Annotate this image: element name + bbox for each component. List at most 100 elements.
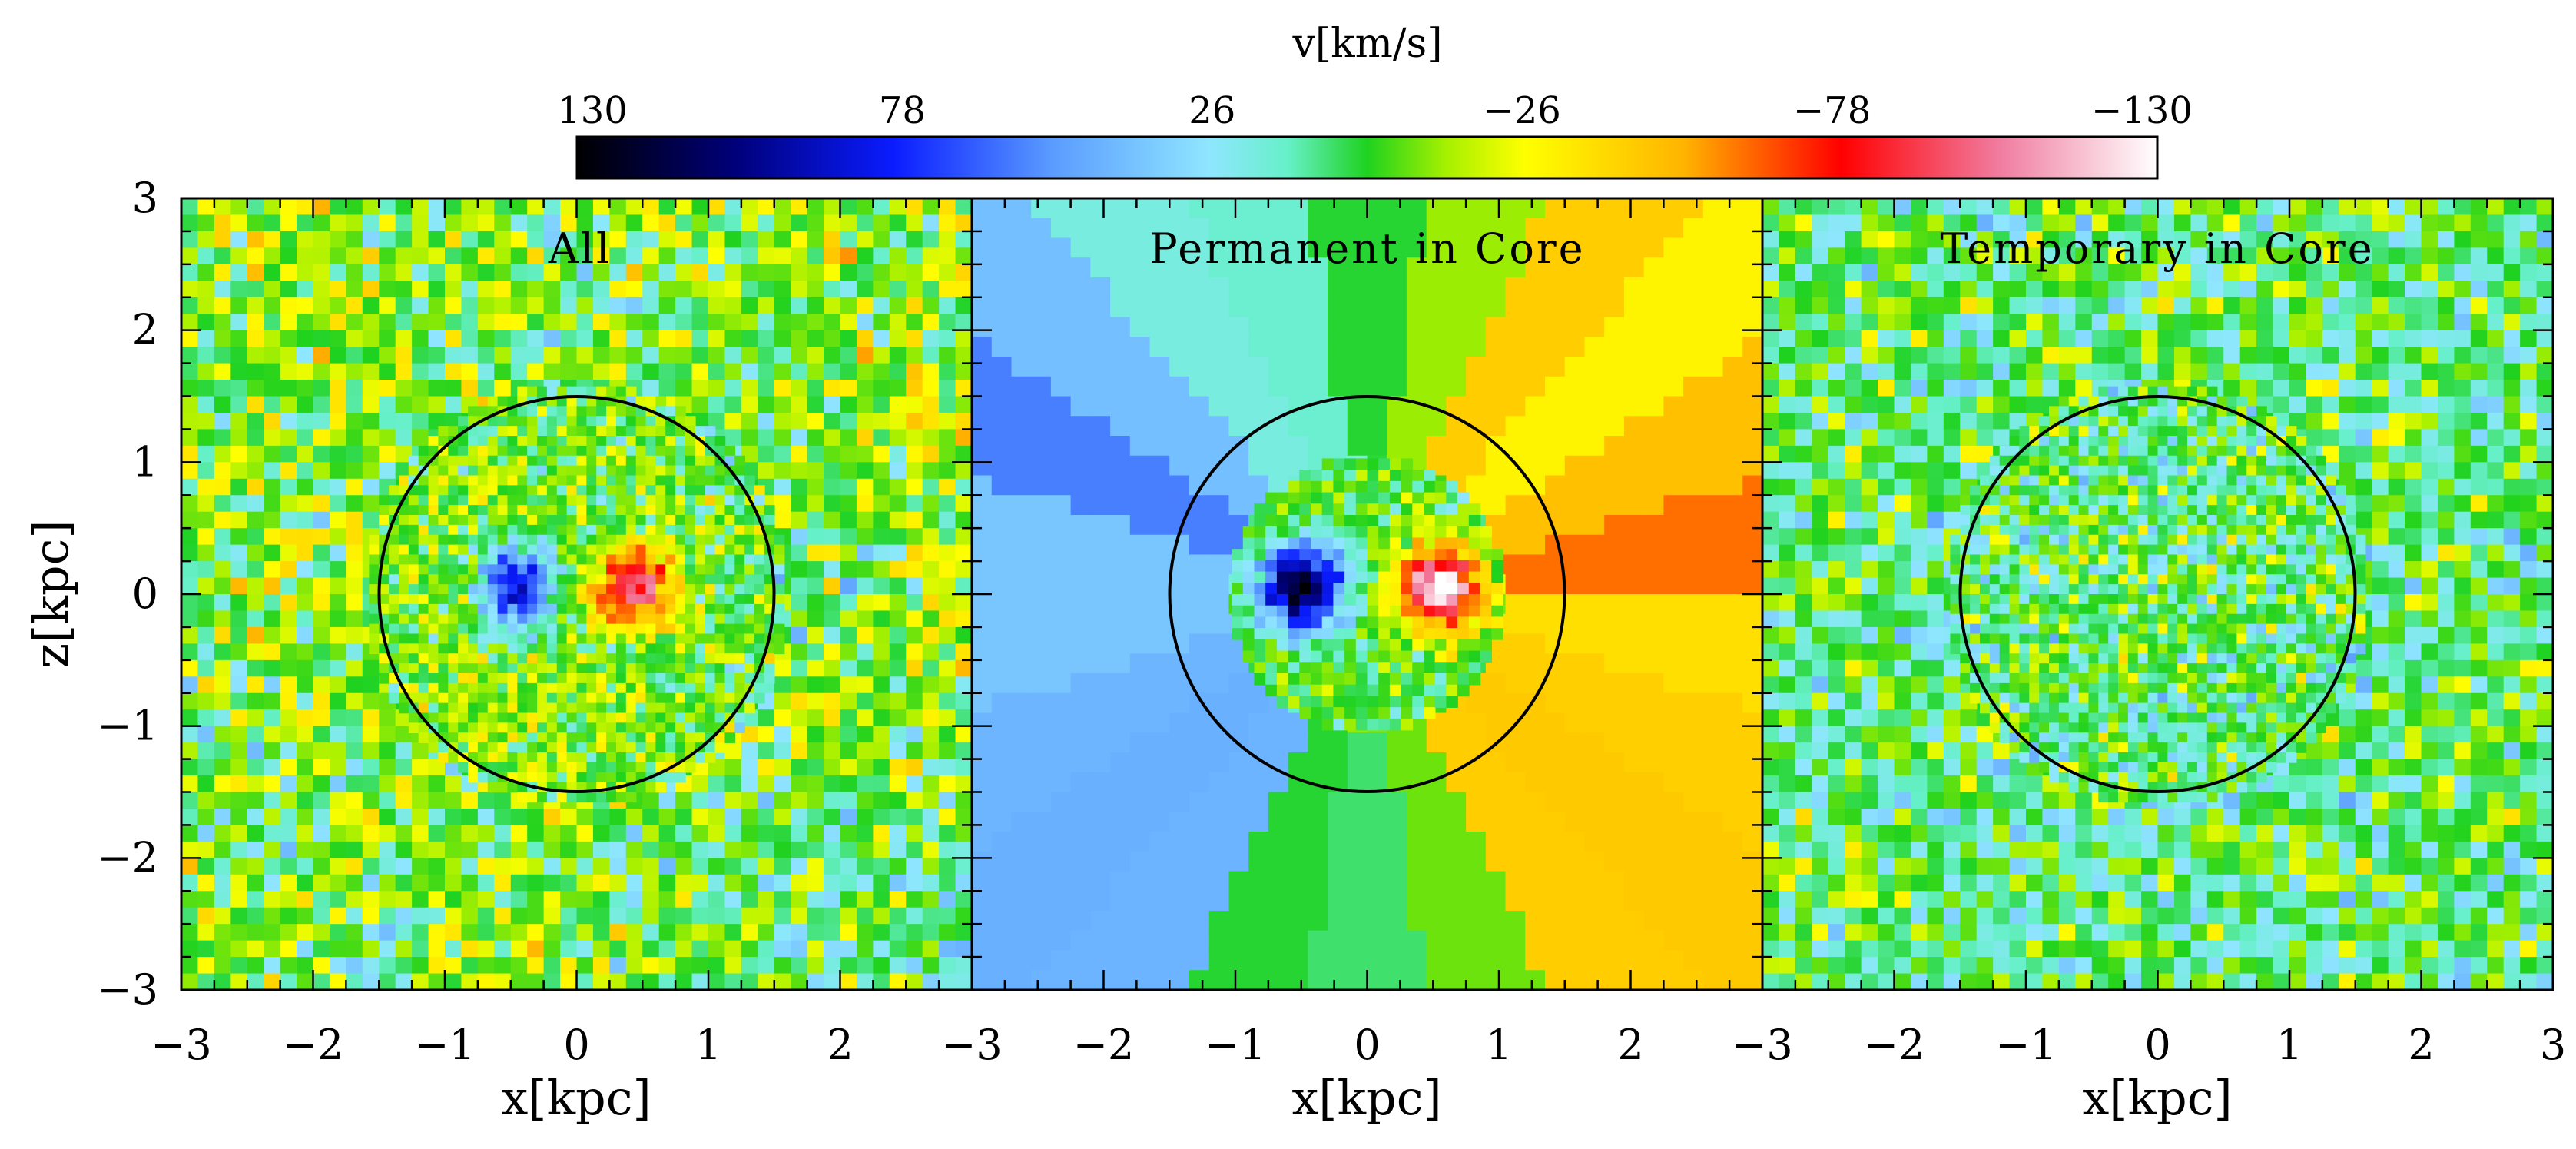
heatmap-cell bbox=[1722, 911, 1744, 931]
heatmap-cell bbox=[1328, 950, 1348, 971]
heatmap-cell bbox=[1623, 554, 1645, 576]
heatmap-cell bbox=[389, 584, 399, 595]
heatmap-cell bbox=[906, 973, 923, 990]
heatmap-cell bbox=[576, 330, 594, 347]
heatmap-cell bbox=[724, 692, 736, 704]
heatmap-cell bbox=[1545, 911, 1566, 931]
heatmap-cell bbox=[1702, 653, 1724, 674]
heatmap-cell bbox=[379, 653, 390, 664]
heatmap-cell bbox=[675, 264, 693, 282]
heatmap-cell bbox=[181, 957, 199, 975]
heatmap-cell bbox=[329, 478, 347, 496]
heatmap-cell bbox=[675, 594, 686, 605]
heatmap-cell bbox=[774, 396, 791, 413]
heatmap-cell bbox=[1288, 492, 1301, 505]
heatmap-cell bbox=[214, 692, 232, 711]
heatmap-cell bbox=[714, 643, 726, 655]
heatmap-cell bbox=[1149, 871, 1171, 892]
heatmap-cell bbox=[576, 808, 594, 826]
heatmap-cell bbox=[362, 462, 380, 480]
heatmap-cell bbox=[1208, 812, 1230, 832]
heatmap-cell bbox=[181, 528, 199, 546]
heatmap-cell bbox=[1050, 357, 1072, 377]
heatmap-cell bbox=[791, 577, 808, 595]
heatmap-cell bbox=[625, 485, 637, 496]
heatmap-cell bbox=[556, 505, 568, 516]
heatmap-cell bbox=[774, 314, 791, 331]
heatmap-cell bbox=[1308, 930, 1328, 951]
heatmap-cell bbox=[1663, 416, 1684, 437]
heatmap-cell bbox=[1722, 891, 1744, 912]
heatmap-cell bbox=[1742, 416, 1762, 437]
heatmap-cell bbox=[379, 314, 396, 331]
heatmap-cell bbox=[510, 247, 528, 265]
heatmap-cell bbox=[1248, 712, 1269, 734]
heatmap-cell bbox=[1623, 337, 1645, 357]
heatmap-cell bbox=[264, 775, 281, 793]
heatmap-cell bbox=[774, 429, 791, 447]
heatmap-cell bbox=[214, 891, 232, 908]
heatmap-cell bbox=[1426, 357, 1447, 377]
heatmap-cell bbox=[1683, 297, 1704, 318]
heatmap-cell bbox=[774, 841, 791, 859]
heatmap-cell bbox=[313, 264, 330, 282]
heatmap-cell bbox=[510, 198, 528, 216]
heatmap-cell bbox=[675, 682, 686, 694]
heatmap-cell bbox=[181, 297, 199, 315]
heatmap-cell bbox=[972, 436, 993, 457]
heatmap-cell bbox=[346, 759, 363, 776]
heatmap-cell bbox=[1299, 492, 1311, 505]
heatmap-cell bbox=[329, 445, 347, 463]
heatmap-cell bbox=[461, 297, 479, 315]
heatmap-cell bbox=[537, 465, 548, 477]
heatmap-cell bbox=[1110, 712, 1131, 734]
heatmap-cell bbox=[1189, 198, 1210, 219]
heatmap-cell bbox=[408, 633, 419, 645]
heatmap-cell bbox=[329, 709, 347, 727]
heatmap-cell bbox=[685, 554, 696, 566]
heatmap-cell bbox=[527, 386, 538, 397]
heatmap-cell bbox=[889, 874, 907, 892]
heatmap-cell bbox=[527, 732, 538, 743]
heatmap-cell bbox=[1070, 712, 1092, 734]
heatmap-cell bbox=[1485, 277, 1507, 298]
heatmap-cell bbox=[1308, 792, 1328, 813]
heatmap-cell bbox=[362, 214, 380, 232]
heatmap-cell bbox=[635, 584, 647, 595]
heatmap-cell bbox=[1090, 376, 1111, 397]
heatmap-cell bbox=[1584, 337, 1605, 357]
heatmap-cell bbox=[1110, 851, 1131, 872]
heatmap-cell bbox=[510, 231, 528, 249]
heatmap-cell bbox=[527, 247, 545, 265]
heatmap-cell bbox=[264, 940, 281, 958]
heatmap-cell bbox=[1228, 475, 1249, 496]
heatmap-cell bbox=[856, 676, 874, 694]
heatmap-cell bbox=[714, 594, 726, 605]
heatmap-cell bbox=[1254, 639, 1266, 652]
heatmap-cell bbox=[1683, 871, 1704, 892]
heatmap-cell bbox=[280, 659, 297, 678]
heatmap-cell bbox=[264, 659, 281, 678]
heatmap-cell bbox=[1189, 534, 1210, 556]
heatmap-cell bbox=[1426, 792, 1447, 813]
heatmap-cell bbox=[1169, 297, 1190, 318]
heatmap-cell bbox=[625, 584, 637, 595]
heatmap-cell bbox=[1584, 475, 1605, 496]
heatmap-cell bbox=[645, 663, 657, 674]
heatmap-cell bbox=[592, 281, 611, 298]
heatmap-cell bbox=[824, 676, 841, 694]
heatmap-cell bbox=[398, 643, 409, 655]
heatmap-cell bbox=[1208, 851, 1230, 872]
heatmap-cell bbox=[556, 594, 568, 605]
heatmap-cell bbox=[606, 475, 617, 486]
heatmap-cell bbox=[379, 347, 396, 364]
heatmap-cell bbox=[807, 610, 824, 628]
heatmap-cell bbox=[1110, 970, 1131, 990]
heatmap-cell bbox=[197, 924, 215, 941]
heatmap-cell bbox=[685, 702, 696, 714]
heatmap-cell bbox=[1742, 712, 1762, 734]
heatmap-cell bbox=[1050, 891, 1072, 912]
heatmap-cell bbox=[655, 682, 667, 694]
heatmap-cell bbox=[448, 465, 459, 477]
heatmap-cell bbox=[889, 626, 907, 645]
